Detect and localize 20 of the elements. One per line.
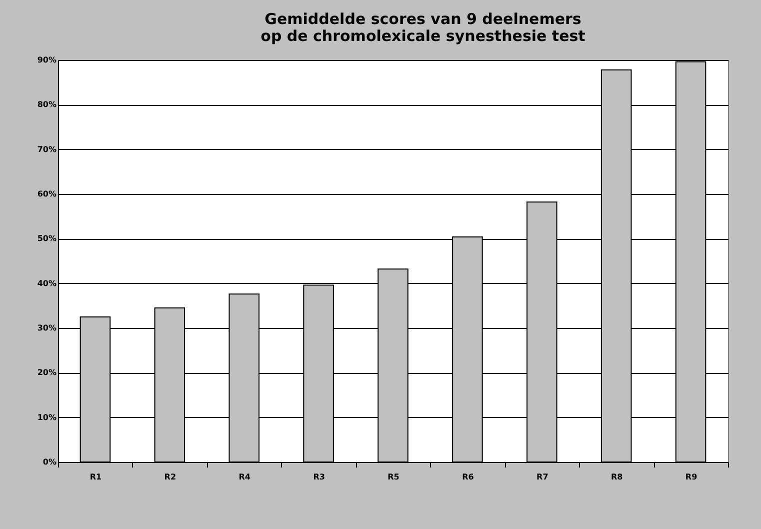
y-tick-label: 60% bbox=[37, 190, 56, 198]
y-tick-label: 70% bbox=[37, 144, 56, 154]
x-tick-label: R3 bbox=[313, 472, 325, 482]
y-tick-label: 80% bbox=[37, 100, 56, 110]
chart-title: Gemiddelde scores van 9 deelnemers op de chromolexicale synesthesie test bbox=[260, 10, 586, 45]
x-tick-label: R8 bbox=[610, 472, 624, 482]
y-tick-label: 20% bbox=[37, 368, 56, 378]
y-tick-label: 0% bbox=[42, 458, 56, 466]
x-tick-label: R1 bbox=[90, 472, 102, 482]
x-tick-label: R4 bbox=[238, 472, 251, 482]
y-tick-label: 90% bbox=[37, 56, 56, 64]
y-tick-label: 30% bbox=[37, 324, 56, 332]
x-tick-label: R9 bbox=[685, 472, 698, 482]
x-tick-label: R7 bbox=[536, 472, 548, 482]
x-tick-label: R5 bbox=[388, 472, 400, 482]
x-tick-label: R2 bbox=[164, 472, 176, 482]
y-tick-label: 50% bbox=[37, 234, 56, 244]
y-tick-label: 10% bbox=[37, 412, 56, 422]
x-tick-label: R6 bbox=[462, 472, 474, 482]
y-tick-label: 40% bbox=[37, 278, 56, 288]
